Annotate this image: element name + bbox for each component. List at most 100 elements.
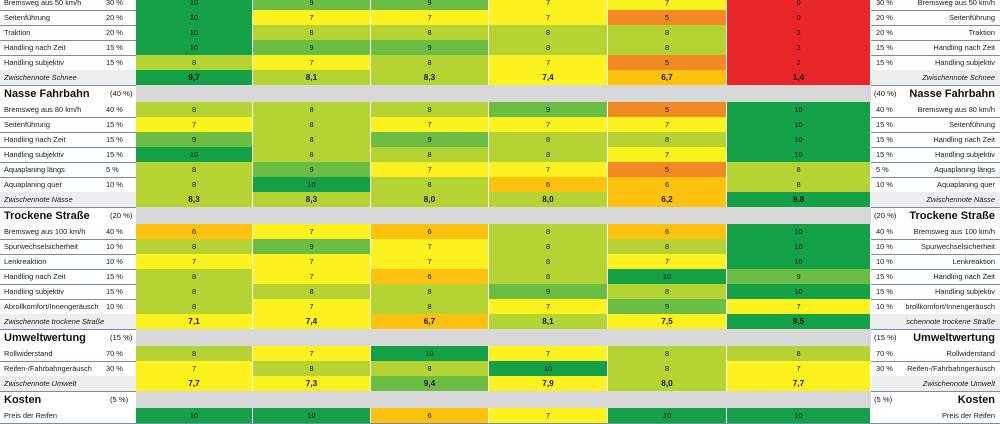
score-cell: 10 [727, 132, 871, 147]
subtotal-score: 7,7 [727, 376, 871, 391]
score-cell: 8 [136, 299, 253, 314]
score-cell: 8 [608, 40, 727, 55]
row-label-right: Aquaplaning längs [934, 165, 995, 174]
subtotal-score: 8,1 [489, 314, 608, 329]
table-row: Traktion 20 % 10 8 8 8 8 3 20 % Traktion [0, 25, 1000, 41]
score-cell: 10 [253, 177, 371, 192]
row-weight-right: 10 % [876, 242, 893, 251]
row-weight: 30 % [106, 364, 123, 373]
section-header-bar [136, 329, 871, 346]
row-label-right: Preis der Reifen [942, 411, 995, 420]
row-label: Handling nach Zeit [4, 43, 66, 52]
score-cell: 8 [371, 177, 489, 192]
score-cell: 10 [608, 269, 727, 284]
score-cell: 7 [253, 346, 371, 361]
subtotal-score: 6,7 [371, 314, 489, 329]
subtotal-bg [871, 314, 1000, 329]
row-weight-right: 40 % [876, 105, 893, 114]
subtotal-bg [0, 376, 136, 391]
section-title-right: Trockene Straße [909, 209, 995, 222]
row-label-right: Seitenführung [948, 120, 995, 129]
row-weight-right [874, 408, 908, 423]
subtotal-row: Zwischennote trockene Straße 7,1 7,4 6,7 8,1… [0, 314, 1000, 330]
score-cell: 8 [136, 177, 253, 192]
score-cell: 8 [489, 254, 608, 269]
score-cell: 7 [489, 10, 608, 25]
score-cell: 10 [727, 224, 871, 239]
row-label-right: Traktion [968, 28, 995, 37]
subtotal-score: 1,4 [727, 70, 871, 85]
table-row: Aquaplaning längs 5 % 8 9 7 7 5 8 5 % Aquaplaning… [0, 162, 1000, 178]
score-cell: 9 [608, 299, 727, 314]
row-label-right: Rollwiderstand [946, 349, 995, 358]
row-label: Handling subjektiv [4, 58, 64, 67]
score-cell: 8 [371, 102, 489, 117]
section-weight: (5 %) [110, 395, 129, 404]
table-row: Preis der Reifen 10 10 6 7 10 10 Preis der Reif… [0, 408, 1000, 424]
table-row: Handling subjektiv 15 % 10 8 8 8 7 10 15 % Handli… [0, 147, 1000, 163]
score-cell: 8 [489, 40, 608, 55]
table-row: Abrollkomfort/Innengeräusch 10 % 8 7 8 7 9 7 10 … [0, 299, 1000, 315]
row-weight: 15 % [106, 58, 123, 67]
row-weight-right: 15 % [876, 58, 893, 67]
score-cell: 7 [371, 239, 489, 254]
row-label: Aquaplaning quer [4, 180, 62, 189]
row-weight: 20 % [106, 13, 123, 22]
subtotal-score: 9,7 [136, 70, 253, 85]
score-cell: 5 [608, 10, 727, 25]
row-label-right: Handling nach Zeit [933, 272, 995, 281]
score-cell: 8 [371, 299, 489, 314]
score-cell: 8 [253, 132, 371, 147]
subtotal-score: 7,7 [136, 376, 253, 391]
score-cell: 7 [136, 361, 253, 376]
score-cell: 5 [608, 55, 727, 70]
subtotal-row: Zwischennote Schnee 9,7 8,1 8,3 7,4 6,7 1,4 Zwi… [0, 70, 1000, 86]
row-label-right: Handling subjektiv [935, 150, 995, 159]
score-cell: 10 [136, 408, 253, 423]
score-cell: 8 [253, 361, 371, 376]
score-cell: 8 [727, 177, 871, 192]
row-weight: 40 % [106, 227, 123, 236]
score-cell: 7 [253, 299, 371, 314]
row-weight: 15 % [106, 120, 123, 129]
subtotal-label: Zwischennote trockene Straße [4, 317, 105, 326]
row-weight-right: 5 % [876, 165, 889, 174]
score-cell: 9 [371, 0, 489, 10]
subtotal-score: 8,0 [489, 192, 608, 207]
row-label-right: Handling nach Zeit [933, 135, 995, 144]
subtotal-score: 7,3 [253, 376, 371, 391]
score-cell: 8 [253, 284, 371, 299]
score-cell: 7 [253, 269, 371, 284]
row-label: Handling nach Zeit [4, 272, 66, 281]
section-weight: (20 %) [110, 211, 133, 220]
row-weight-right: 20 % [876, 13, 893, 22]
score-cell: 10 [727, 102, 871, 117]
subtotal-bg [0, 192, 136, 207]
row-weight-right: 30 % [876, 0, 893, 7]
row-weight: 5 % [106, 165, 119, 174]
row-weight-right: 10 % [876, 180, 893, 189]
row-weight-right: 10 % [876, 302, 893, 311]
row-label: Bremsweg aus 100 km/h [4, 227, 86, 236]
row-label-right: Abrollkomfort/Innengeräusch [906, 302, 995, 311]
score-cell: 10 [727, 254, 871, 269]
section-title: Trockene Straße [4, 209, 90, 222]
score-cell: 8 [608, 346, 727, 361]
score-cell: 8 [727, 162, 871, 177]
row-label-right: Reifen-/Fahrbahngeräusch [907, 364, 995, 373]
row-label-right: Spurwechselsicherheit [921, 242, 995, 251]
score-cell: 7 [727, 361, 871, 376]
score-cell: 10 [136, 40, 253, 55]
score-cell: 6 [136, 224, 253, 239]
score-cell: 7 [136, 117, 253, 132]
row-label-right: Bremsweg aus 100 km/h [913, 227, 995, 236]
score-cell: 3 [727, 25, 871, 40]
section-title: Nasse Fahrbahn [4, 87, 90, 100]
score-cell: 7 [489, 162, 608, 177]
row-weight [106, 408, 134, 423]
score-cell: 9 [253, 162, 371, 177]
row-weight-right: 15 % [876, 43, 893, 52]
score-cell: 6 [608, 224, 727, 239]
score-cell: 10 [727, 239, 871, 254]
section-header-bar [136, 207, 871, 224]
